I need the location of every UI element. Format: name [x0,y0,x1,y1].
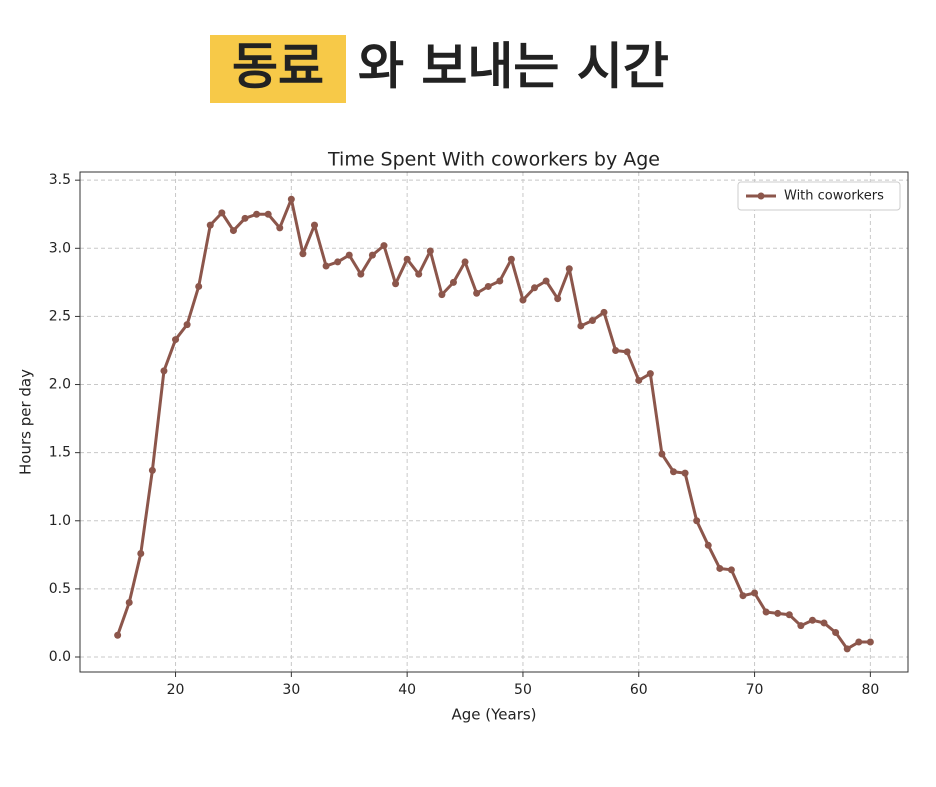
data-point [612,346,620,354]
data-point [183,321,191,329]
data-point [820,619,828,627]
data-point [866,638,874,646]
data-point [276,224,284,232]
data-point [392,280,400,288]
data-point [507,255,515,263]
data-point [646,370,654,378]
data-point [299,250,307,258]
data-point [716,564,724,572]
x-tick-label: 20 [167,682,185,698]
data-point [449,278,457,286]
data-point [739,592,747,600]
data-point [473,289,481,297]
data-point [148,466,156,474]
x-tick-label: 80 [861,682,879,698]
data-point [334,258,342,266]
data-point [808,616,816,624]
data-point [565,265,573,273]
chart-title: Time Spent With coworkers by Age [327,149,660,171]
y-tick-label: 3.5 [49,172,71,188]
data-point [693,517,701,525]
data-point [774,609,782,617]
data-point [484,282,492,290]
data-point [531,284,539,292]
data-point [195,282,203,290]
data-point [669,468,677,476]
x-axis-label: Age (Years) [451,706,536,724]
data-point [832,628,840,636]
y-axis-label: Hours per day [17,369,35,475]
data-point [519,296,527,304]
data-point [206,221,214,229]
data-point [218,209,226,217]
data-point [345,251,353,259]
data-point [658,450,666,458]
data-point [357,270,365,278]
y-tick-label: 0.5 [49,581,71,597]
x-tick-label: 30 [282,682,300,698]
data-point [855,638,863,646]
data-point [287,195,295,203]
data-point [577,322,585,330]
legend-box [737,181,901,211]
data-point [635,376,643,384]
data-point [797,622,805,630]
data-point [461,258,469,266]
data-point [114,631,122,639]
y-tick-label: 2.0 [49,377,71,393]
data-point [311,221,319,229]
data-point [843,645,851,653]
heading-text: 와 보내는 시간 [358,38,669,96]
x-tick-label: 60 [630,682,648,698]
data-point [229,227,237,235]
data-point [785,611,793,619]
y-tick-label: 1.0 [49,513,71,529]
y-tick-label: 3.0 [49,240,71,256]
data-point [241,214,249,222]
data-point [727,566,735,574]
data-line [116,197,871,651]
data-point [264,210,272,218]
data-point [438,291,446,299]
data-point [751,589,759,597]
data-point [426,247,434,255]
data-point [380,242,388,250]
data-point [160,367,168,375]
data-point [704,541,712,549]
data-point [588,317,596,325]
data-point [125,599,133,607]
data-point [368,251,376,259]
x-tick-label: 70 [746,682,764,698]
data-point [681,469,689,477]
heading-highlight-text: 동료 [232,38,324,96]
y-tick-label: 2.5 [49,308,71,324]
x-tick-label: 50 [514,682,532,698]
data-point [403,255,411,263]
heading-highlight [210,35,346,103]
data-point [415,270,423,278]
data-point [554,295,562,303]
data-point [623,348,631,356]
y-tick-label: 0.0 [49,649,71,665]
data-point [322,262,330,270]
data-point [542,277,550,285]
data-point [253,210,261,218]
x-tick-label: 40 [398,682,416,698]
legend-marker [757,192,765,200]
data-point [762,608,770,616]
plot-frame [79,171,909,673]
data-point [172,336,180,344]
y-tick-label: 1.5 [49,445,71,461]
data-point [137,549,145,557]
data-point [496,277,504,285]
data-point [600,308,608,316]
legend-label: With coworkers [784,189,884,204]
